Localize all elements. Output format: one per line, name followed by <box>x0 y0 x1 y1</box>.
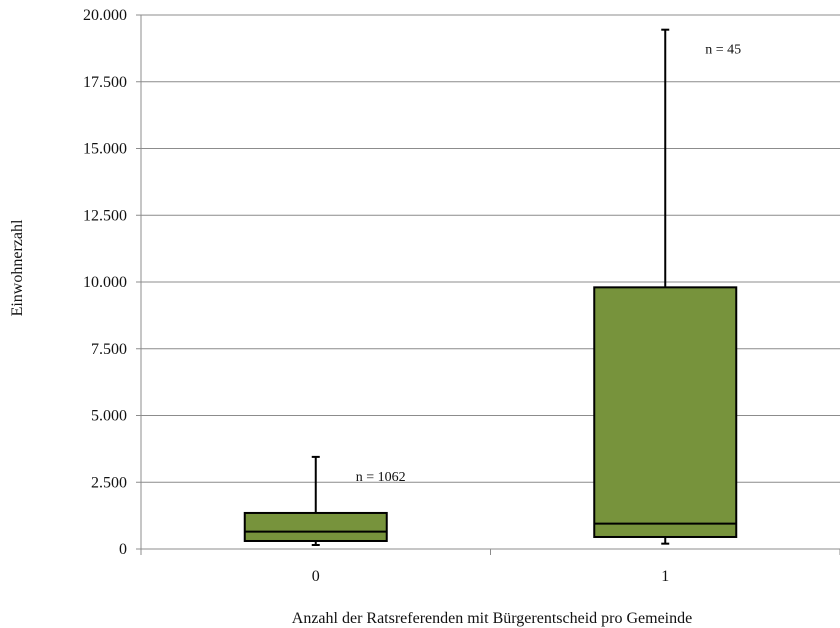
x-tick-label: 1 <box>661 568 669 585</box>
box-category-1 <box>593 28 738 545</box>
y-tick-label: 15.000 <box>83 141 127 158</box>
y-tick-labels: 0 2.500 5.000 7.500 10.000 12.500 15.000 17.500… <box>83 7 127 558</box>
y-tick-label: 10.000 <box>83 274 127 291</box>
iqr-box <box>593 286 738 538</box>
y-axis-label: Einwohnerzahl <box>9 219 26 316</box>
sample-size-annotation: n = 45 <box>705 43 741 58</box>
sample-size-annotation: n = 1062 <box>356 470 406 485</box>
y-tick-label: 17.500 <box>83 74 127 91</box>
y-tick-label: 7.500 <box>91 341 127 358</box>
y-tick-label: 20.000 <box>83 7 127 24</box>
y-tick-label: 0 <box>119 541 127 558</box>
y-tick-label: 5.000 <box>91 408 127 425</box>
y-tick-label: 12.500 <box>83 207 127 224</box>
x-axis-label: Anzahl der Ratsreferenden mit Bürgerents… <box>292 610 692 627</box>
iqr-box <box>243 511 388 542</box>
annotations: n = 1062 n = 45 <box>356 43 741 485</box>
gridlines <box>141 14 840 483</box>
axes <box>136 14 840 555</box>
y-tick-label: 2.500 <box>91 474 127 491</box>
x-tick-label: 0 <box>312 568 320 585</box>
boxes <box>243 28 738 546</box>
box-category-0 <box>243 455 388 546</box>
